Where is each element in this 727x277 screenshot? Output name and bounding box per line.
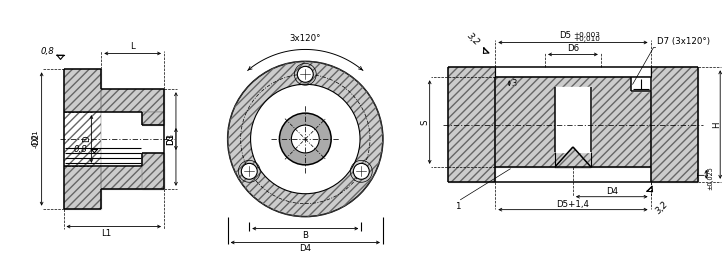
Text: 0,8: 0,8 (73, 145, 87, 154)
Polygon shape (630, 77, 651, 91)
Polygon shape (63, 69, 101, 209)
Polygon shape (142, 112, 164, 125)
Text: D7 (3x120°): D7 (3x120°) (656, 37, 710, 47)
Circle shape (279, 113, 332, 165)
Polygon shape (63, 112, 142, 166)
Polygon shape (142, 125, 164, 153)
Polygon shape (651, 67, 699, 182)
Text: D5: D5 (559, 32, 571, 40)
Text: 1: 1 (455, 202, 460, 211)
Text: D: D (82, 136, 91, 142)
Text: D3: D3 (166, 133, 175, 145)
Text: L: L (130, 42, 135, 52)
Polygon shape (142, 153, 164, 189)
Text: D4: D4 (300, 245, 311, 253)
Text: 0,8: 0,8 (41, 47, 55, 57)
Polygon shape (495, 77, 651, 167)
Text: B: B (302, 230, 308, 240)
Text: T: T (698, 172, 707, 177)
Polygon shape (448, 67, 495, 182)
Circle shape (241, 163, 257, 179)
Text: D2: D2 (31, 133, 40, 145)
Polygon shape (101, 166, 164, 189)
Text: D1: D1 (166, 133, 175, 145)
Circle shape (228, 61, 383, 217)
Polygon shape (101, 89, 164, 112)
Text: 3,2: 3,2 (654, 200, 670, 216)
Text: +0,003: +0,003 (573, 32, 600, 37)
Polygon shape (555, 87, 591, 152)
Text: 3,2: 3,2 (465, 31, 481, 47)
Circle shape (292, 125, 319, 153)
Circle shape (251, 84, 360, 194)
Text: +0,010: +0,010 (573, 37, 600, 42)
Text: L1: L1 (100, 229, 111, 238)
Circle shape (353, 163, 369, 179)
Text: D5+1,4: D5+1,4 (556, 200, 590, 209)
Text: H: H (712, 121, 720, 128)
Text: -0,01: -0,01 (33, 130, 39, 148)
Text: D4: D4 (606, 187, 618, 196)
Text: 3: 3 (511, 79, 517, 88)
Circle shape (297, 66, 313, 82)
Text: D6: D6 (567, 44, 579, 53)
Text: ±0,025: ±0,025 (707, 166, 713, 190)
Polygon shape (555, 147, 591, 168)
Text: S: S (420, 119, 429, 125)
Text: 3x120°: 3x120° (289, 34, 321, 43)
